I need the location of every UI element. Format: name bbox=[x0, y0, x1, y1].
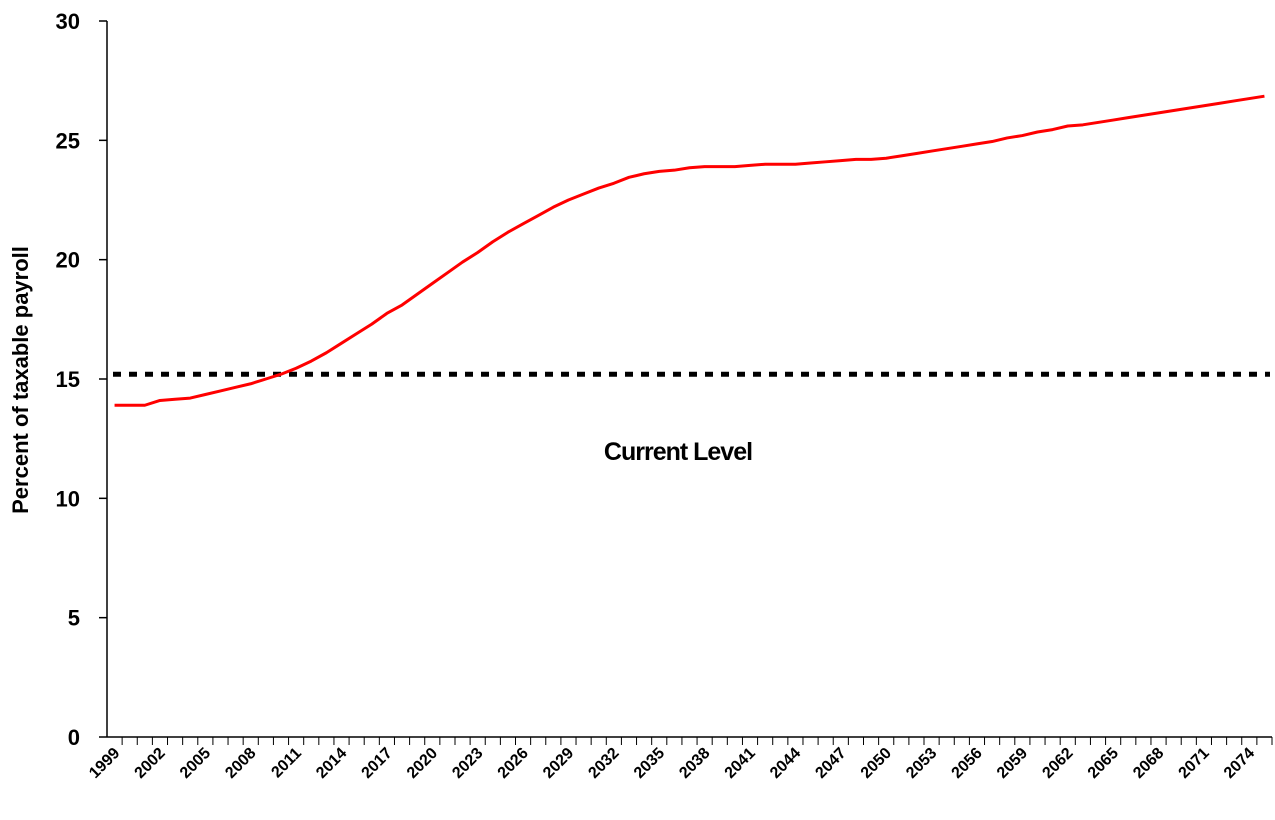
x-tick-label: 2071 bbox=[1176, 745, 1213, 782]
x-tick-label: 2032 bbox=[585, 745, 622, 782]
x-tick-label: 2074 bbox=[1221, 745, 1258, 782]
x-tick-label: 2068 bbox=[1130, 745, 1167, 782]
x-tick-label: 2005 bbox=[177, 745, 214, 782]
x-tick-label: 2050 bbox=[858, 745, 895, 782]
x-tick-label: 2002 bbox=[132, 745, 169, 782]
x-tick-label: 2029 bbox=[540, 745, 577, 782]
y-tick-label: 15 bbox=[56, 367, 80, 392]
data-line bbox=[114, 94, 1265, 407]
y-tick-label: 5 bbox=[68, 606, 80, 631]
x-tick-label: 2059 bbox=[994, 745, 1031, 782]
x-tick-label: 2020 bbox=[404, 745, 441, 782]
y-tick-label: 20 bbox=[56, 248, 80, 273]
x-tick-label: 2011 bbox=[268, 745, 305, 782]
x-tick-label: 2047 bbox=[812, 745, 849, 782]
x-tick-label: 2014 bbox=[313, 745, 350, 782]
x-tick-label: 1999 bbox=[86, 745, 123, 782]
y-tick-label: 25 bbox=[56, 128, 80, 153]
x-tick-label: 2062 bbox=[1039, 745, 1076, 782]
x-tick-label: 2041 bbox=[722, 745, 759, 782]
x-tick-label: 2017 bbox=[359, 745, 396, 782]
x-tick-label: 2056 bbox=[949, 745, 986, 782]
x-tick-label: 2035 bbox=[631, 745, 668, 782]
y-tick-label: 10 bbox=[56, 486, 80, 511]
y-tick-label: 0 bbox=[68, 725, 80, 750]
x-tick-label: 2023 bbox=[449, 745, 486, 782]
y-axis-label: Percent of taxable payroll bbox=[8, 246, 33, 514]
x-tick-label: 2038 bbox=[676, 745, 713, 782]
x-tick-label: 2065 bbox=[1085, 745, 1122, 782]
x-tick-label: 2026 bbox=[495, 745, 532, 782]
x-tick-label: 2008 bbox=[222, 745, 259, 782]
y-tick-label: 30 bbox=[56, 9, 80, 34]
x-tick-label: 2053 bbox=[903, 745, 940, 782]
x-tick-label: 2044 bbox=[767, 745, 804, 782]
annotation: Current Level bbox=[604, 438, 752, 466]
